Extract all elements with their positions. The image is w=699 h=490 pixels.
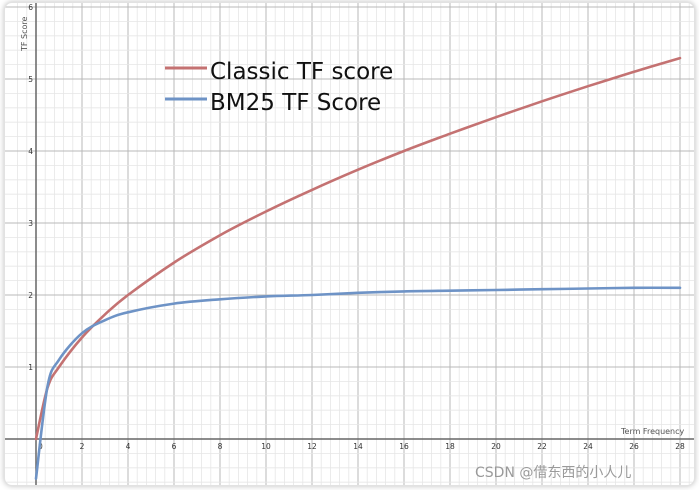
x-tick-label: 2 [80, 442, 85, 451]
classic-tf-line [34, 56, 682, 441]
x-tick-label: 4 [126, 442, 131, 451]
y-tick-label: 6 [28, 3, 33, 12]
legend-label-bm25: BM25 TF Score [210, 90, 381, 116]
y-tick-label: 3 [28, 219, 33, 228]
x-tick-label: 24 [583, 442, 593, 451]
watermark: CSDN @借东西的小人儿 [475, 465, 631, 481]
x-tick-label: 14 [353, 442, 363, 451]
x-tick-label: 22 [537, 442, 547, 451]
x-tick-label: 10 [261, 442, 271, 451]
x-tick-label: 8 [218, 442, 223, 451]
x-tick-label: 18 [445, 442, 455, 451]
x-tick-label: 20 [491, 442, 501, 451]
x-tick-label: 28 [675, 442, 685, 451]
series [34, 56, 682, 480]
legend-label-classic: Classic TF score [210, 59, 393, 85]
x-tick-label: 16 [399, 442, 409, 451]
legend: Classic TF score BM25 TF Score [165, 59, 393, 116]
bm25-tf-line [34, 286, 682, 480]
chart-frame: 2 4 6 8 10 12 14 16 18 20 22 24 26 28 1 2 3 4 5 6 0 TF Score… [4, 2, 695, 486]
x-axis-label: Term Frequency [620, 427, 685, 436]
y-tick-label: 4 [28, 147, 33, 156]
y-axis-label: TF Score [20, 16, 29, 52]
y-tick-label: 2 [28, 291, 33, 300]
x-tick-label: 26 [629, 442, 639, 451]
x-tick-label: 12 [307, 442, 317, 451]
axes [5, 3, 694, 485]
grid [5, 3, 694, 485]
x-tick-label: 6 [172, 442, 177, 451]
y-tick-label: 5 [28, 75, 33, 84]
y-tick-label: 1 [28, 363, 33, 372]
